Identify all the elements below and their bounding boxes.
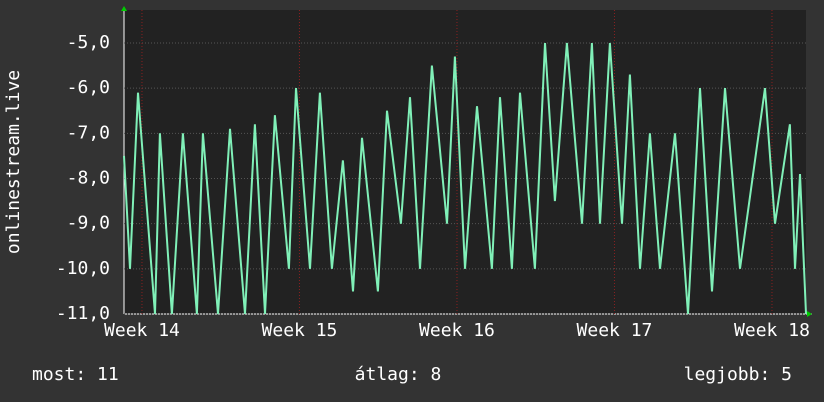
y-tick-label: -9,0: [67, 213, 110, 234]
legend-text: most: 11: [32, 364, 119, 385]
x-tick-label: Week 14: [104, 320, 180, 341]
x-tick-label: Week 16: [419, 320, 495, 341]
x-tick-label: Week 18: [734, 320, 810, 341]
y-tick-label: -10,0: [56, 258, 110, 279]
legend-text: átlag: 8: [355, 364, 442, 385]
y-tick-label: -11,0: [56, 303, 110, 324]
x-arrow: [807, 311, 812, 317]
y-tick-label: -8,0: [67, 167, 110, 188]
y-arrow: [121, 6, 127, 11]
legend-text: legjobb: 5: [684, 364, 792, 385]
x-tick-label: Week 15: [262, 320, 338, 341]
y-tick-label: -7,0: [67, 122, 110, 143]
y-axis-label: onlinestream.live: [3, 70, 24, 254]
y-tick-label: -5,0: [67, 32, 110, 53]
x-tick-label: Week 17: [577, 320, 653, 341]
data-line: [123, 42, 807, 315]
y-tick-label: -6,0: [67, 77, 110, 98]
